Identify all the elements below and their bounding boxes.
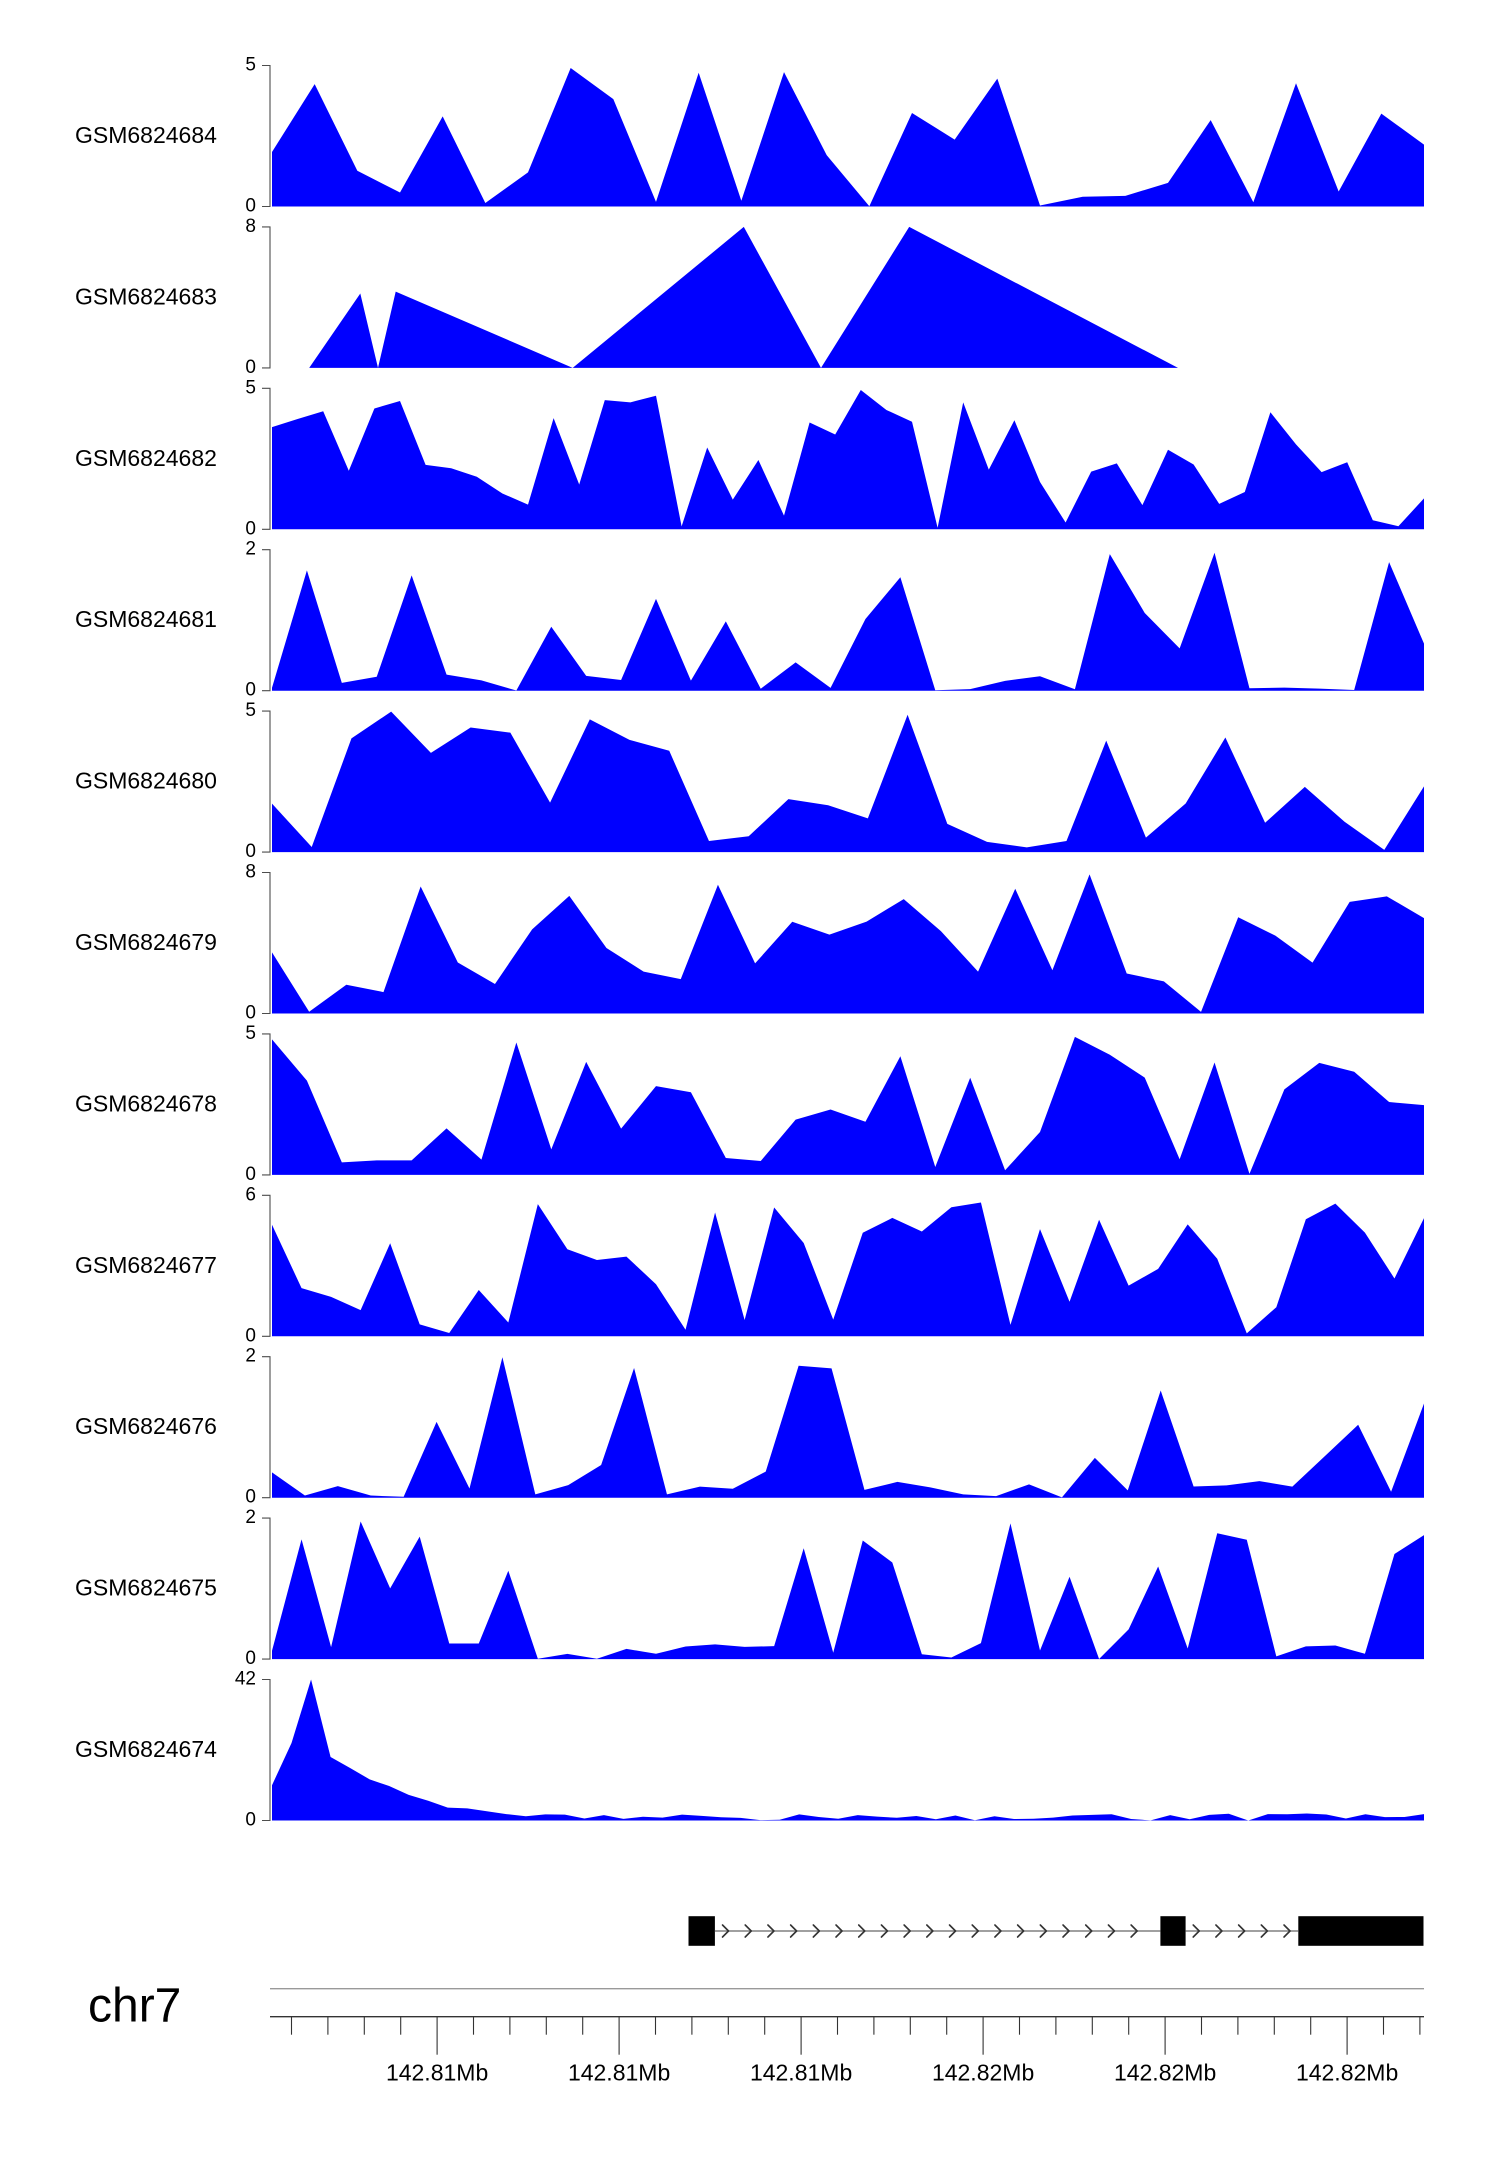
svg-text:0: 0 [245,680,256,701]
svg-text:0: 0 [245,1648,256,1669]
svg-text:0: 0 [245,1810,256,1831]
svg-text:0: 0 [245,518,256,539]
svg-text:GSM6824680: GSM6824680 [75,768,217,794]
svg-text:chr7: chr7 [88,1980,181,2033]
svg-text:GSM6824676: GSM6824676 [75,1413,217,1439]
svg-text:5: 5 [245,377,256,398]
svg-text:142.82Mb: 142.82Mb [1296,2060,1398,2086]
svg-text:GSM6824684: GSM6824684 [75,122,217,148]
svg-text:142.81Mb: 142.81Mb [386,2060,488,2086]
svg-text:GSM6824683: GSM6824683 [75,283,217,309]
svg-text:0: 0 [245,1164,256,1185]
svg-text:5: 5 [245,700,256,721]
svg-text:0: 0 [245,841,256,862]
svg-text:6: 6 [245,1184,256,1205]
svg-text:0: 0 [245,1487,256,1508]
svg-text:5: 5 [245,1023,256,1044]
svg-text:8: 8 [245,862,256,883]
svg-text:GSM6824678: GSM6824678 [75,1090,217,1116]
svg-text:8: 8 [245,216,256,237]
svg-text:2: 2 [245,539,256,560]
svg-text:0: 0 [245,357,256,378]
svg-text:GSM6824681: GSM6824681 [75,606,217,632]
svg-text:142.82Mb: 142.82Mb [932,2060,1034,2086]
svg-text:2: 2 [245,1507,256,1528]
svg-text:142.81Mb: 142.81Mb [568,2060,670,2086]
svg-text:42: 42 [235,1669,256,1690]
svg-text:0: 0 [245,196,256,217]
svg-text:GSM6824677: GSM6824677 [75,1252,217,1278]
svg-text:142.81Mb: 142.81Mb [750,2060,852,2086]
svg-text:0: 0 [245,1003,256,1024]
svg-text:GSM6824679: GSM6824679 [75,929,217,955]
svg-text:5: 5 [245,55,256,76]
svg-text:GSM6824675: GSM6824675 [75,1575,217,1601]
svg-text:142.82Mb: 142.82Mb [1114,2060,1216,2086]
svg-text:GSM6824682: GSM6824682 [75,445,217,471]
svg-text:2: 2 [245,1346,256,1367]
svg-text:GSM6824674: GSM6824674 [75,1736,217,1762]
svg-text:0: 0 [245,1325,256,1346]
